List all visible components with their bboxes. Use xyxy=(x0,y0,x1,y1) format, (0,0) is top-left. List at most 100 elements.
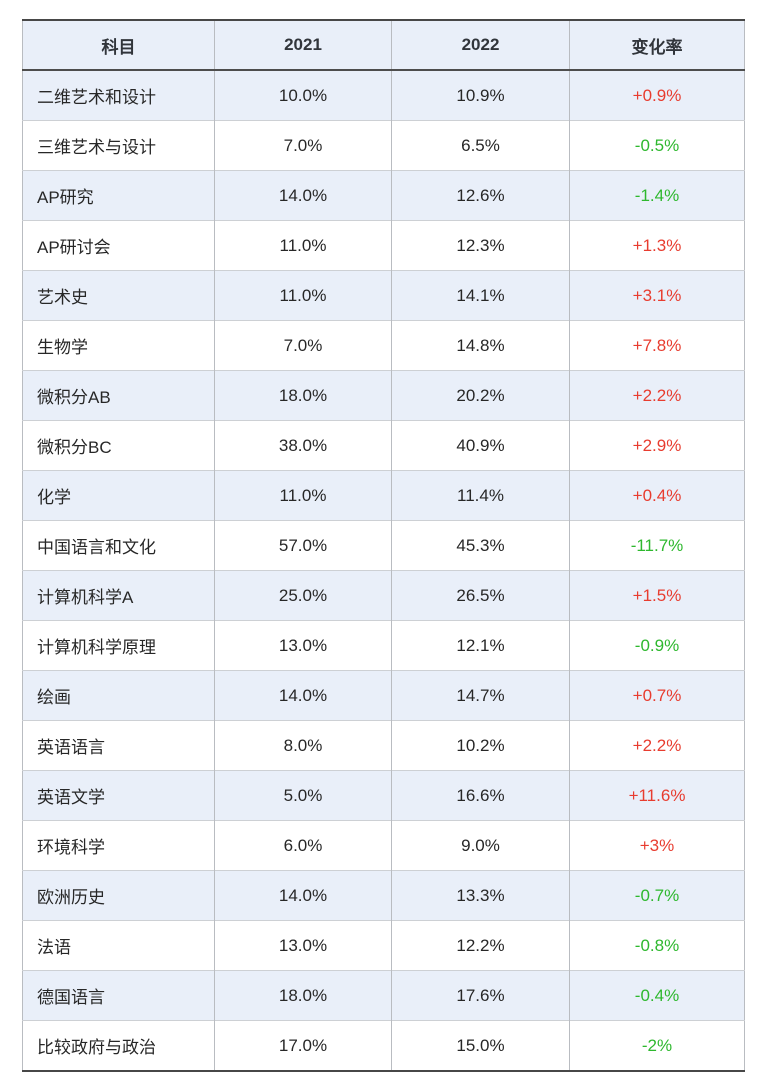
table-row: 微积分BC 38.0% 40.9% +2.9% xyxy=(22,420,745,471)
change-cell: +3% xyxy=(569,820,745,871)
y2022-cell: 14.7% xyxy=(391,670,570,721)
table-row: 法语 13.0% 12.2% -0.8% xyxy=(22,920,745,971)
y2021-cell: 18.0% xyxy=(214,370,392,421)
change-cell: +2.9% xyxy=(569,420,745,471)
y2021-cell: 14.0% xyxy=(214,170,392,221)
change-cell: -0.4% xyxy=(569,970,745,1021)
header-change: 变化率 xyxy=(569,20,745,71)
change-cell: -0.9% xyxy=(569,620,745,671)
y2022-cell: 12.6% xyxy=(391,170,570,221)
y2022-cell: 14.8% xyxy=(391,320,570,371)
y2021-cell: 11.0% xyxy=(214,220,392,271)
y2022-cell: 17.6% xyxy=(391,970,570,1021)
header-2021: 2021 xyxy=(214,20,392,71)
table-row: 英语文学 5.0% 16.6% +11.6% xyxy=(22,770,745,821)
change-cell: -0.5% xyxy=(569,120,745,171)
y2021-cell: 13.0% xyxy=(214,920,392,971)
y2021-cell: 7.0% xyxy=(214,120,392,171)
subject-cell: 三维艺术与设计 xyxy=(22,120,215,171)
table-row: 环境科学 6.0% 9.0% +3% xyxy=(22,820,745,871)
y2021-cell: 25.0% xyxy=(214,570,392,621)
change-cell: +0.4% xyxy=(569,470,745,521)
table-row: AP研究 14.0% 12.6% -1.4% xyxy=(22,170,745,221)
subject-cell: 微积分BC xyxy=(22,420,215,471)
y2021-cell: 5.0% xyxy=(214,770,392,821)
table-row: 中国语言和文化 57.0% 45.3% -11.7% xyxy=(22,520,745,571)
y2021-cell: 38.0% xyxy=(214,420,392,471)
header-row: 科目 2021 2022 变化率 xyxy=(22,20,745,71)
header-2022: 2022 xyxy=(391,20,570,71)
subject-cell: 比较政府与政治 xyxy=(22,1020,215,1071)
subject-cell: 计算机科学原理 xyxy=(22,620,215,671)
table-row: 三维艺术与设计 7.0% 6.5% -0.5% xyxy=(22,120,745,171)
table-row: 生物学 7.0% 14.8% +7.8% xyxy=(22,320,745,371)
y2021-cell: 18.0% xyxy=(214,970,392,1021)
subject-cell: 英语文学 xyxy=(22,770,215,821)
subject-cell: 计算机科学A xyxy=(22,570,215,621)
y2022-cell: 10.2% xyxy=(391,720,570,771)
change-cell: +1.3% xyxy=(569,220,745,271)
table-row: 艺术史 11.0% 14.1% +3.1% xyxy=(22,270,745,321)
table-row: 比较政府与政治 17.0% 15.0% -2% xyxy=(22,1020,745,1071)
table-row: 二维艺术和设计 10.0% 10.9% +0.9% xyxy=(22,70,745,121)
y2022-cell: 14.1% xyxy=(391,270,570,321)
subject-cell: 环境科学 xyxy=(22,820,215,871)
table-body: 二维艺术和设计 10.0% 10.9% +0.9% 三维艺术与设计 7.0% 6… xyxy=(22,70,745,1071)
y2021-cell: 57.0% xyxy=(214,520,392,571)
subject-cell: 生物学 xyxy=(22,320,215,371)
change-cell: +7.8% xyxy=(569,320,745,371)
y2021-cell: 7.0% xyxy=(214,320,392,371)
y2021-cell: 14.0% xyxy=(214,670,392,721)
change-cell: -2% xyxy=(569,1020,745,1071)
y2021-cell: 17.0% xyxy=(214,1020,392,1071)
y2022-cell: 13.3% xyxy=(391,870,570,921)
y2021-cell: 6.0% xyxy=(214,820,392,871)
y2022-cell: 12.1% xyxy=(391,620,570,671)
table-row: 计算机科学A 25.0% 26.5% +1.5% xyxy=(22,570,745,621)
ap-pass-rate-table: 科目 2021 2022 变化率 二维艺术和设计 10.0% 10.9% +0.… xyxy=(22,19,745,1072)
y2021-cell: 11.0% xyxy=(214,470,392,521)
y2022-cell: 26.5% xyxy=(391,570,570,621)
change-cell: -11.7% xyxy=(569,520,745,571)
change-cell: +0.7% xyxy=(569,670,745,721)
table-row: 欧洲历史 14.0% 13.3% -0.7% xyxy=(22,870,745,921)
change-cell: +11.6% xyxy=(569,770,745,821)
subject-cell: 二维艺术和设计 xyxy=(22,70,215,121)
y2022-cell: 20.2% xyxy=(391,370,570,421)
table-row: 化学 11.0% 11.4% +0.4% xyxy=(22,470,745,521)
subject-cell: AP研讨会 xyxy=(22,220,215,271)
y2021-cell: 8.0% xyxy=(214,720,392,771)
table-header: 科目 2021 2022 变化率 xyxy=(22,20,745,71)
y2022-cell: 45.3% xyxy=(391,520,570,571)
change-cell: +0.9% xyxy=(569,70,745,121)
table-row: AP研讨会 11.0% 12.3% +1.3% xyxy=(22,220,745,271)
subject-cell: 英语语言 xyxy=(22,720,215,771)
header-subject: 科目 xyxy=(22,20,215,71)
subject-cell: 化学 xyxy=(22,470,215,521)
y2022-cell: 15.0% xyxy=(391,1020,570,1071)
change-cell: +2.2% xyxy=(569,370,745,421)
subject-cell: AP研究 xyxy=(22,170,215,221)
y2021-cell: 10.0% xyxy=(214,70,392,121)
y2022-cell: 12.2% xyxy=(391,920,570,971)
subject-cell: 绘画 xyxy=(22,670,215,721)
subject-cell: 微积分AB xyxy=(22,370,215,421)
table-row: 计算机科学原理 13.0% 12.1% -0.9% xyxy=(22,620,745,671)
y2021-cell: 13.0% xyxy=(214,620,392,671)
y2022-cell: 9.0% xyxy=(391,820,570,871)
subject-cell: 法语 xyxy=(22,920,215,971)
y2022-cell: 6.5% xyxy=(391,120,570,171)
subject-cell: 艺术史 xyxy=(22,270,215,321)
table-row: 德国语言 18.0% 17.6% -0.4% xyxy=(22,970,745,1021)
y2021-cell: 11.0% xyxy=(214,270,392,321)
subject-cell: 欧洲历史 xyxy=(22,870,215,921)
change-cell: +1.5% xyxy=(569,570,745,621)
y2022-cell: 40.9% xyxy=(391,420,570,471)
change-cell: +2.2% xyxy=(569,720,745,771)
table-row: 微积分AB 18.0% 20.2% +2.2% xyxy=(22,370,745,421)
y2022-cell: 16.6% xyxy=(391,770,570,821)
y2022-cell: 11.4% xyxy=(391,470,570,521)
subject-cell: 中国语言和文化 xyxy=(22,520,215,571)
table-row: 绘画 14.0% 14.7% +0.7% xyxy=(22,670,745,721)
